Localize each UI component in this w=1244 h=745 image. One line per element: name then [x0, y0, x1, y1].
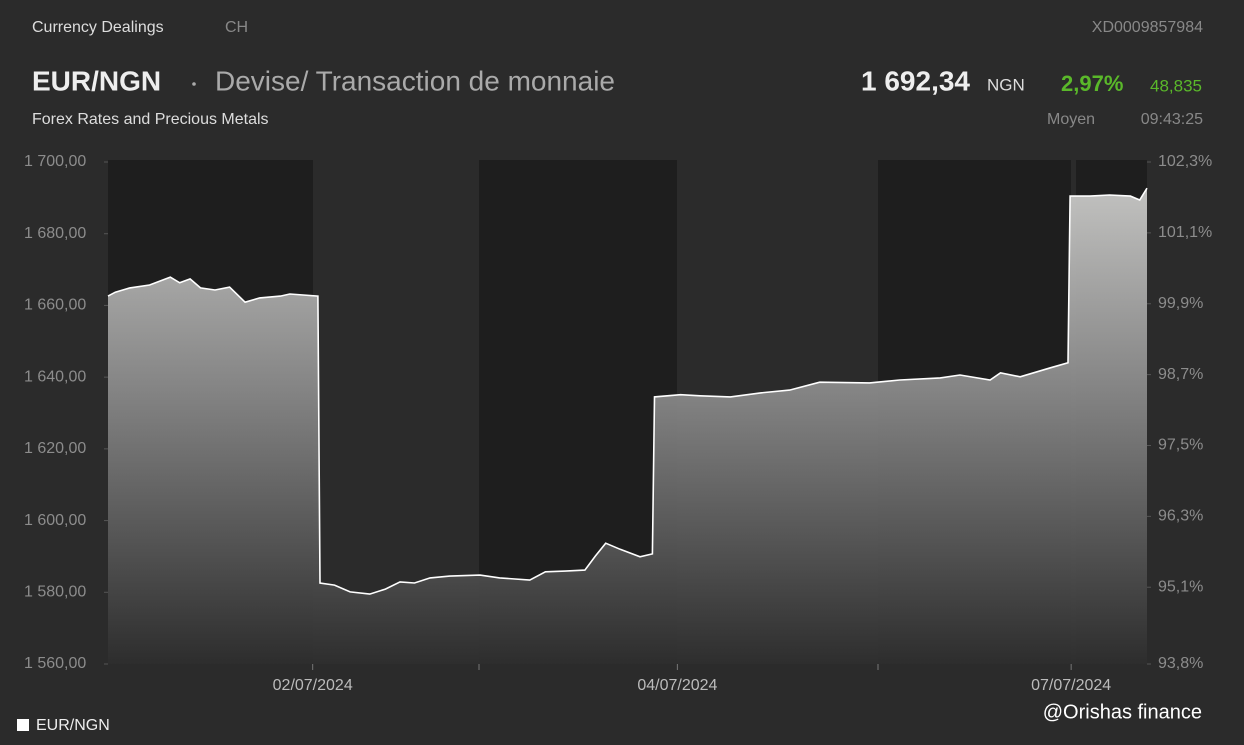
y2-tick-label: 101,1%	[1158, 224, 1212, 241]
price-line	[107, 187, 1148, 595]
y2-tick-label: 98,7%	[1158, 366, 1203, 383]
currency: NGN	[987, 75, 1025, 94]
y-tick-label: 1 680,00	[24, 225, 86, 242]
y-tick-label: 1 660,00	[24, 297, 86, 314]
price: 1 692,34	[861, 65, 970, 96]
isin: XD0009857984	[1092, 19, 1203, 36]
y-tick-label: 1 620,00	[24, 440, 86, 457]
y-tick-label: 1 600,00	[24, 512, 86, 529]
area-fill	[108, 188, 1147, 664]
x-tick-label: 07/07/2024	[1031, 677, 1111, 694]
watermark: @Orishas finance	[1043, 701, 1202, 723]
y2-tick-label: 95,1%	[1158, 578, 1203, 595]
symbol: EUR/NGN	[32, 65, 161, 96]
y-tick-label: 1 700,00	[24, 153, 86, 170]
y2-tick-label: 93,8%	[1158, 655, 1203, 672]
x-tick-label: 02/07/2024	[273, 677, 353, 694]
y-tick-label: 1 640,00	[24, 368, 86, 385]
change-pct: 2,97%	[1061, 71, 1123, 96]
y-tick-label: 1 560,00	[24, 655, 86, 672]
y2-tick-label: 97,5%	[1158, 437, 1203, 454]
country: CH	[225, 19, 248, 36]
y2-tick-label: 96,3%	[1158, 508, 1203, 525]
y2-tick-label: 102,3%	[1158, 153, 1212, 170]
y2-tick-label: 99,9%	[1158, 295, 1203, 312]
price-type: Moyen	[1047, 111, 1095, 128]
category: Currency Dealings	[32, 19, 164, 36]
time: 09:43:25	[1141, 111, 1203, 128]
legend-swatch	[17, 719, 29, 731]
plot	[107, 187, 1148, 664]
change-abs: 48,835	[1150, 76, 1202, 95]
description: Devise/ Transaction de monnaie	[215, 65, 615, 96]
legend-label: EUR/NGN	[36, 717, 110, 734]
x-tick-label: 04/07/2024	[637, 677, 717, 694]
separator	[192, 82, 196, 86]
y-tick-label: 1 580,00	[24, 584, 86, 601]
group: Forex Rates and Precious Metals	[32, 111, 269, 128]
